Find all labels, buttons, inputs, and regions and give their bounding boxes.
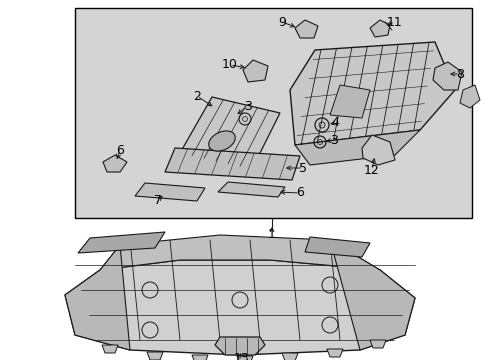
Text: 4: 4: [330, 117, 338, 130]
Polygon shape: [282, 353, 297, 360]
Text: 10: 10: [222, 58, 238, 72]
Polygon shape: [65, 260, 414, 355]
Text: 3: 3: [244, 99, 251, 112]
Polygon shape: [237, 356, 252, 360]
Polygon shape: [361, 135, 394, 165]
Polygon shape: [369, 340, 385, 348]
Text: 11: 11: [386, 15, 402, 28]
Polygon shape: [192, 355, 207, 360]
Polygon shape: [289, 42, 454, 145]
Text: 9: 9: [278, 15, 285, 28]
Polygon shape: [329, 85, 369, 118]
Text: 6: 6: [116, 144, 123, 157]
Polygon shape: [164, 148, 299, 180]
Polygon shape: [147, 352, 163, 360]
Text: 2: 2: [193, 90, 201, 103]
Polygon shape: [100, 235, 379, 270]
Text: 12: 12: [364, 163, 379, 176]
Polygon shape: [459, 85, 479, 108]
Text: 6: 6: [295, 186, 304, 199]
Polygon shape: [432, 62, 461, 90]
Polygon shape: [329, 240, 414, 350]
Polygon shape: [135, 183, 204, 201]
Polygon shape: [243, 60, 267, 82]
Polygon shape: [305, 237, 369, 257]
Polygon shape: [215, 337, 264, 355]
Text: 1: 1: [267, 228, 275, 240]
Text: 7: 7: [154, 194, 162, 207]
Polygon shape: [326, 349, 342, 357]
Bar: [75, 8, 471, 218]
Text: 5: 5: [298, 162, 306, 175]
Polygon shape: [180, 97, 280, 169]
Polygon shape: [102, 345, 118, 353]
Polygon shape: [103, 155, 127, 172]
Text: 8: 8: [455, 68, 463, 81]
Polygon shape: [78, 232, 164, 253]
Ellipse shape: [208, 131, 235, 151]
Text: 13: 13: [234, 351, 249, 360]
Polygon shape: [294, 130, 419, 165]
Polygon shape: [218, 182, 285, 197]
Polygon shape: [65, 245, 130, 350]
Polygon shape: [294, 20, 317, 38]
Text: 3: 3: [329, 134, 337, 147]
Polygon shape: [369, 20, 389, 37]
